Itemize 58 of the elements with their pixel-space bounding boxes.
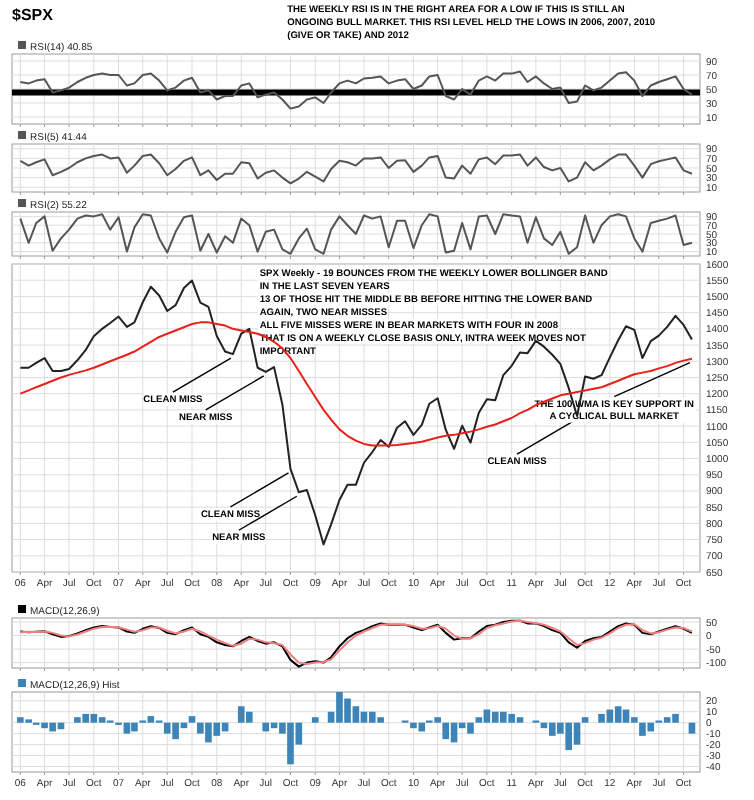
bar — [467, 722, 474, 734]
bar — [516, 717, 524, 723]
bar — [237, 706, 245, 723]
bar — [344, 698, 351, 723]
line-series — [19, 153, 693, 185]
bar — [418, 722, 426, 732]
bar — [311, 717, 319, 723]
bar — [410, 722, 417, 729]
bar — [483, 709, 491, 723]
bar — [98, 717, 106, 723]
bar — [262, 722, 270, 732]
bar — [147, 716, 155, 723]
bar — [548, 722, 556, 736]
bar — [622, 709, 630, 723]
bar — [672, 713, 679, 723]
bar — [475, 717, 483, 723]
bar — [213, 722, 221, 736]
bar — [90, 713, 98, 723]
bar — [352, 706, 360, 723]
bar — [246, 711, 253, 723]
bar — [287, 722, 294, 765]
bar — [188, 716, 196, 723]
bar — [581, 717, 589, 723]
bar — [377, 717, 384, 723]
bar — [49, 722, 56, 732]
bar — [368, 711, 376, 723]
bar — [508, 713, 515, 723]
bar — [172, 722, 179, 740]
line-series — [19, 213, 693, 255]
bar — [74, 717, 81, 723]
bar — [573, 722, 581, 745]
bar — [336, 692, 343, 723]
bar — [82, 713, 90, 723]
bar — [197, 722, 204, 734]
line-series — [19, 321, 693, 447]
line-series — [19, 70, 693, 110]
bar — [565, 722, 573, 751]
bar — [500, 711, 507, 723]
bar — [163, 722, 171, 734]
bar — [688, 722, 696, 734]
bar — [631, 717, 638, 723]
bar — [17, 717, 24, 723]
bar — [491, 711, 499, 723]
bar — [663, 717, 671, 723]
bar — [434, 717, 441, 723]
bar — [606, 709, 614, 723]
bar — [614, 706, 622, 723]
bar — [205, 722, 212, 743]
bar — [360, 711, 368, 723]
bar — [639, 722, 646, 736]
bar — [41, 722, 48, 729]
bar — [598, 713, 605, 723]
chart-title: $SPX — [12, 6, 55, 24]
bar — [647, 722, 655, 732]
bar — [131, 722, 138, 732]
bar — [442, 722, 450, 740]
bar — [123, 722, 131, 734]
line-series — [19, 279, 693, 546]
